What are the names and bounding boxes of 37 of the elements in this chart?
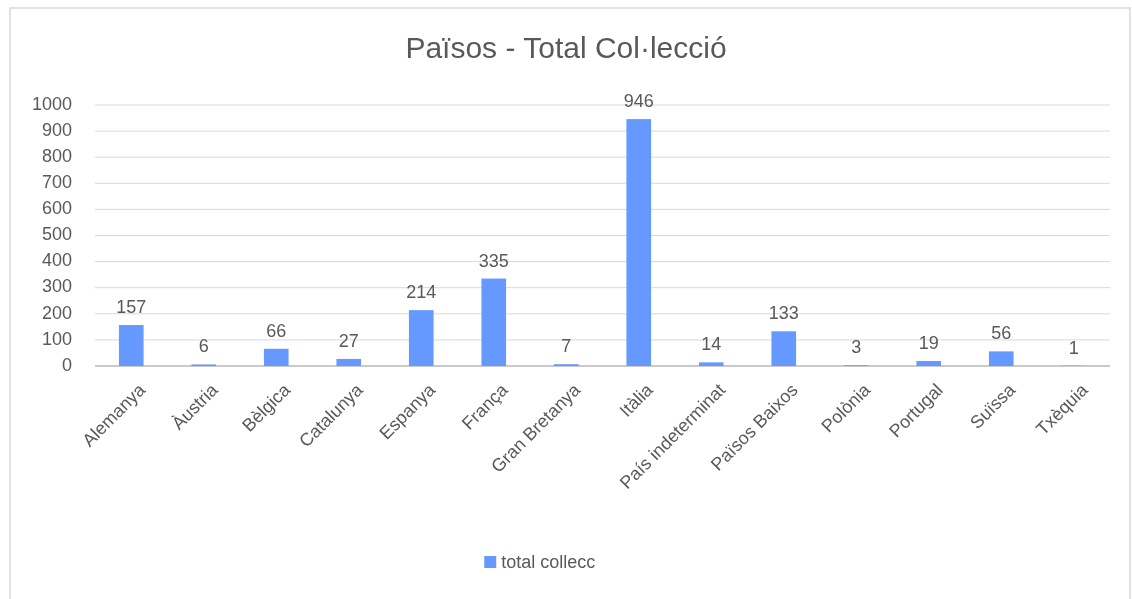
data-label: 133: [768, 303, 799, 324]
bar: [916, 361, 942, 366]
data-label: 946: [623, 91, 654, 112]
y-tick-label: 400: [41, 250, 72, 271]
data-label: 7: [561, 336, 572, 357]
bar: [771, 331, 797, 366]
bar: [698, 362, 724, 366]
data-label: 27: [338, 330, 359, 351]
y-tick-label: 800: [41, 145, 72, 166]
y-tick-label: 600: [41, 198, 72, 219]
y-tick-label: 900: [41, 119, 72, 140]
chart-title: Països - Total Col·lecció: [405, 31, 727, 64]
bar: [336, 358, 362, 366]
y-tick-label: 500: [41, 224, 72, 245]
y-tick-label: 0: [61, 354, 72, 375]
data-label: 3: [851, 337, 862, 358]
bar: [118, 325, 144, 366]
y-tick-label: 100: [41, 328, 72, 349]
data-label: 335: [478, 250, 509, 271]
data-label: 19: [918, 333, 939, 354]
data-label: 56: [991, 323, 1012, 344]
data-label: 157: [116, 297, 147, 318]
data-label: 214: [406, 282, 437, 303]
data-label: 1: [1068, 337, 1079, 358]
bar: [626, 119, 652, 366]
legend-label: total collecc: [501, 551, 596, 572]
data-label: 6: [198, 336, 209, 357]
bar: [263, 348, 289, 366]
bar: [408, 310, 434, 366]
data-label: 66: [266, 320, 287, 341]
bar: [481, 278, 507, 366]
data-label: 14: [701, 334, 722, 355]
y-tick-label: 300: [41, 276, 72, 297]
y-tick-label: 200: [41, 302, 72, 323]
y-tick-label: 1000: [31, 93, 72, 114]
bar: [988, 351, 1014, 366]
y-tick-label: 700: [41, 172, 72, 193]
